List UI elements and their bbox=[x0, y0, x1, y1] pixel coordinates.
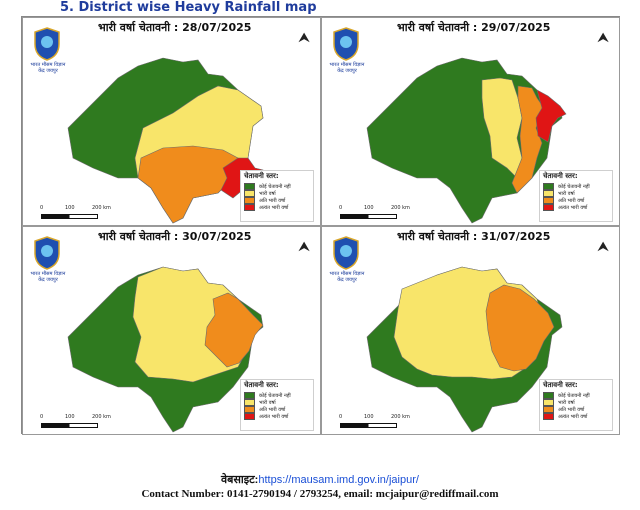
legend-label: भारी वर्षा bbox=[558, 399, 575, 406]
legend-label: कोई चेतावनी नहीं bbox=[558, 392, 590, 399]
legend-label: कोई चेतावनी नहीं bbox=[558, 183, 590, 190]
legend-swatch-extremely-heavy bbox=[244, 413, 255, 420]
legend-label: अत्यंत भारी वर्षा bbox=[558, 204, 588, 211]
scale-bar: 0 100 200 km bbox=[339, 205, 420, 219]
legend-swatch-very-heavy bbox=[244, 197, 255, 204]
region-very-heavy bbox=[204, 292, 264, 368]
legend-swatch-no-warning bbox=[543, 392, 554, 399]
scale-bar: 0 100 200 km bbox=[40, 205, 121, 219]
scale-label: 200 km bbox=[92, 205, 111, 211]
scale-bar: 0 100 200 km bbox=[40, 414, 121, 428]
logo-caption: भारत मौसम विज्ञान केंद्र जयपुर bbox=[329, 271, 365, 283]
scale-label: 100 bbox=[364, 414, 374, 420]
north-arrow-icon: ⮝ bbox=[298, 30, 310, 46]
legend-swatch-heavy bbox=[543, 399, 554, 406]
legend-swatch-very-heavy bbox=[543, 406, 554, 413]
legend-label: भारी वर्षा bbox=[558, 190, 575, 197]
panel-title: भारी वर्षा चेतावनी : 28/07/2025 bbox=[98, 21, 252, 34]
map-legend: चेतावनी स्तर: कोई चेतावनी नहीं भारी वर्ष… bbox=[240, 379, 314, 431]
logo-caption: भारत मौसम विज्ञान केंद्र जयपुर bbox=[30, 271, 66, 283]
footer-website: वेबसाइट:https://mausam.imd.gov.in/jaipur… bbox=[0, 472, 640, 487]
legend-label: अति भारी वर्षा bbox=[259, 197, 286, 204]
scale-label: 200 km bbox=[391, 205, 410, 211]
legend-label: कोई चेतावनी नहीं bbox=[259, 183, 291, 190]
legend-swatch-extremely-heavy bbox=[244, 204, 255, 211]
legend-label: अति भारी वर्षा bbox=[558, 197, 585, 204]
scale-label: 0 bbox=[339, 205, 343, 211]
legend-label: अति भारी वर्षा bbox=[558, 406, 585, 413]
imd-logo-icon bbox=[333, 236, 359, 270]
logo-caption: भारत मौसम विज्ञान केंद्र जयपुर bbox=[329, 62, 365, 74]
legend-title: चेतावनी स्तर: bbox=[543, 172, 578, 180]
website-label: वेबसाइट: bbox=[221, 474, 259, 486]
legend-label: भारी वर्षा bbox=[259, 399, 276, 406]
legend-title: चेतावनी स्तर: bbox=[244, 172, 279, 180]
north-arrow-icon: ⮝ bbox=[597, 239, 609, 255]
scale-bar-graphic bbox=[340, 214, 397, 219]
imd-logo-icon bbox=[34, 236, 60, 270]
legend-title: चेतावनी स्तर: bbox=[244, 381, 279, 389]
scale-label: 100 bbox=[65, 414, 75, 420]
imd-logo-icon bbox=[333, 27, 359, 61]
imd-logo-icon bbox=[34, 27, 60, 61]
panel-title: भारी वर्षा चेतावनी : 31/07/2025 bbox=[397, 230, 551, 243]
scale-label: 200 km bbox=[92, 414, 111, 420]
legend-swatch-heavy bbox=[244, 190, 255, 197]
legend-label: अत्यंत भारी वर्षा bbox=[259, 413, 289, 420]
section-heading: 5. District wise Heavy Rainfall map bbox=[60, 0, 317, 15]
map-legend: चेतावनी स्तर: कोई चेतावनी नहीं भारी वर्ष… bbox=[240, 170, 314, 222]
website-link[interactable]: https://mausam.imd.gov.in/jaipur/ bbox=[258, 474, 419, 486]
region-extremely-heavy bbox=[535, 89, 567, 143]
footer-contact: Contact Number: 0141-2790194 / 2793254, … bbox=[141, 488, 499, 500]
region-very-heavy bbox=[137, 145, 239, 224]
panel-title: भारी वर्षा चेतावनी : 29/07/2025 bbox=[397, 21, 551, 34]
region-very-heavy bbox=[485, 284, 555, 372]
legend-swatch-very-heavy bbox=[244, 406, 255, 413]
scale-bar: 0 100 200 km bbox=[339, 414, 420, 428]
scale-bar-graphic bbox=[340, 423, 397, 428]
north-arrow-icon: ⮝ bbox=[298, 239, 310, 255]
legend-label: अत्यंत भारी वर्षा bbox=[558, 413, 588, 420]
district-map bbox=[366, 266, 563, 433]
district-map bbox=[67, 57, 264, 224]
district-map bbox=[366, 57, 567, 224]
map-panel-28-07: भारी वर्षा चेतावनी : 28/07/2025 भारत मौस… bbox=[22, 17, 321, 226]
legend-label: भारी वर्षा bbox=[259, 190, 276, 197]
map-panel-30-07: भारी वर्षा चेतावनी : 30/07/2025 भारत मौस… bbox=[22, 226, 321, 435]
scale-label: 200 km bbox=[391, 414, 410, 420]
scale-label: 100 bbox=[65, 205, 75, 211]
legend-swatch-extremely-heavy bbox=[543, 413, 554, 420]
scale-label: 0 bbox=[339, 414, 343, 420]
logo-caption: भारत मौसम विज्ञान केंद्र जयपुर bbox=[30, 62, 66, 74]
scale-bar-graphic bbox=[41, 214, 98, 219]
legend-label: अत्यंत भारी वर्षा bbox=[259, 204, 289, 211]
legend-swatch-extremely-heavy bbox=[543, 204, 554, 211]
legend-label: अति भारी वर्षा bbox=[259, 406, 286, 413]
map-panel-29-07: भारी वर्षा चेतावनी : 29/07/2025 भारत मौस… bbox=[321, 17, 620, 226]
scale-label: 0 bbox=[40, 414, 44, 420]
district-map bbox=[67, 266, 264, 433]
north-arrow-icon: ⮝ bbox=[597, 30, 609, 46]
legend-swatch-very-heavy bbox=[543, 197, 554, 204]
map-legend: चेतावनी स्तर: कोई चेतावनी नहीं भारी वर्ष… bbox=[539, 379, 613, 431]
legend-swatch-heavy bbox=[543, 190, 554, 197]
map-grid: भारी वर्षा चेतावनी : 28/07/2025 भारत मौस… bbox=[21, 16, 620, 435]
legend-label: कोई चेतावनी नहीं bbox=[259, 392, 291, 399]
region-very-heavy bbox=[511, 85, 545, 194]
legend-swatch-heavy bbox=[244, 399, 255, 406]
legend-swatch-no-warning bbox=[244, 183, 255, 190]
scale-bar-graphic bbox=[41, 423, 98, 428]
legend-swatch-no-warning bbox=[244, 392, 255, 399]
legend-title: चेतावनी स्तर: bbox=[543, 381, 578, 389]
scale-label: 100 bbox=[364, 205, 374, 211]
scale-label: 0 bbox=[40, 205, 44, 211]
map-legend: चेतावनी स्तर: कोई चेतावनी नहीं भारी वर्ष… bbox=[539, 170, 613, 222]
panel-title: भारी वर्षा चेतावनी : 30/07/2025 bbox=[98, 230, 252, 243]
legend-swatch-no-warning bbox=[543, 183, 554, 190]
map-panel-31-07: भारी वर्षा चेतावनी : 31/07/2025 भारत मौस… bbox=[321, 226, 620, 435]
